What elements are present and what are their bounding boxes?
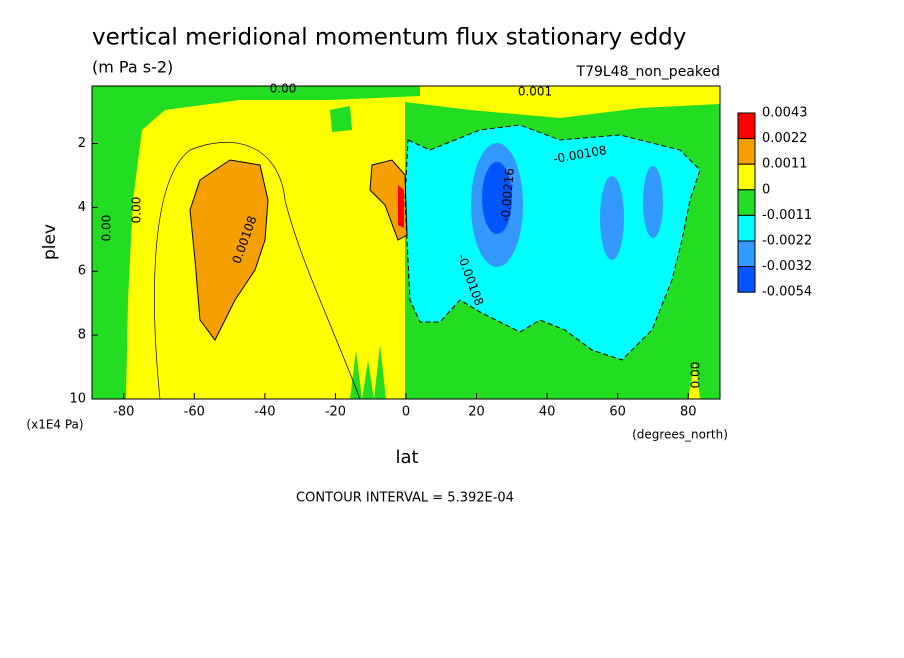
x-tick-label: -40: [254, 405, 275, 420]
x-tick-label: 20: [468, 405, 485, 420]
colorbar-label: 0.0043: [762, 106, 808, 121]
contour-label: 0.00: [100, 215, 114, 242]
chart-title: vertical meridional momentum flux statio…: [92, 25, 686, 51]
colorbar-box: [737, 214, 756, 242]
colorbar-box: [737, 138, 756, 165]
x-unit: (degrees_north): [632, 428, 728, 442]
colorbar-box: [737, 189, 756, 216]
y-tick-label: 10: [69, 392, 86, 407]
colorbar-label: 0: [762, 182, 770, 197]
colorbar-label: -0.0032: [762, 259, 812, 274]
contour-label: 0.00: [689, 362, 703, 389]
field: [92, 86, 720, 400]
x-tick-label: 0: [402, 405, 410, 420]
colorbar-label: 0.0011: [762, 157, 808, 172]
y-tick-label: 4: [78, 200, 86, 215]
colorbar-box: [737, 112, 756, 140]
x-tick-label: -80: [113, 405, 134, 420]
x-tick-label: 40: [539, 405, 556, 420]
contour-label: 0.001: [518, 85, 552, 99]
x-tick-label: -60: [184, 405, 205, 420]
colorbar-label: 0.0022: [762, 131, 808, 146]
subtitle: (m Pa s-2): [92, 58, 173, 77]
y-unit: (x1E4 Pa): [26, 418, 83, 432]
x-tick-label: -20: [325, 405, 346, 420]
y-axis-label: plev: [40, 224, 60, 260]
y-tick-label: 2: [78, 136, 86, 151]
colorbar-box: [737, 163, 756, 191]
colorbar-box: [737, 240, 756, 268]
contour-label: 0.00: [270, 82, 297, 96]
y-tick-label: 8: [78, 328, 86, 343]
colorbar-box: [737, 266, 756, 293]
run-label: T79L48_non_peaked: [576, 64, 720, 80]
colorbar-label: -0.0011: [762, 208, 812, 223]
note: CONTOUR INTERVAL = 5.392E-04: [296, 491, 514, 506]
y-tick-label: 6: [78, 264, 86, 279]
x-tick-label: 60: [609, 405, 626, 420]
contour-label: -0.00216: [498, 167, 517, 222]
x-tick-label: 80: [680, 405, 697, 420]
x-axis-label: lat: [395, 447, 418, 468]
colorbar-label: -0.0022: [762, 234, 812, 249]
contour-label: 0.00: [130, 197, 144, 224]
colorbar-label: -0.0054: [762, 285, 812, 300]
